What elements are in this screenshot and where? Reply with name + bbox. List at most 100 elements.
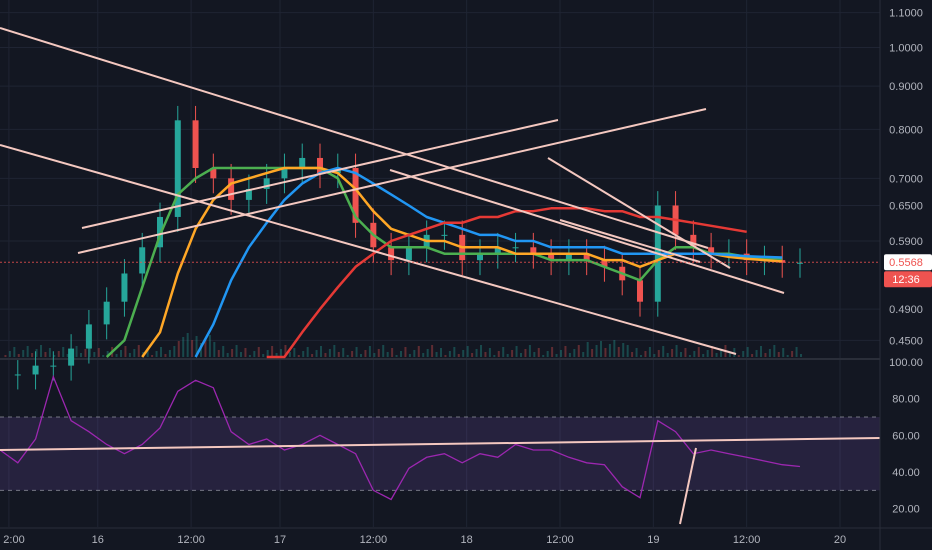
volume-bar xyxy=(97,348,100,357)
volume-bar xyxy=(168,350,171,357)
volume-bar xyxy=(751,354,754,357)
volume-bar xyxy=(160,347,162,357)
volume-bar xyxy=(440,348,442,357)
rsi-tick-label: 100.00 xyxy=(889,357,923,369)
volume-bar xyxy=(320,346,322,357)
volume-bar xyxy=(328,349,331,357)
volume-bar xyxy=(395,355,398,357)
volume-bar xyxy=(360,354,362,357)
trendlines[interactable] xyxy=(0,27,880,355)
volume-bar xyxy=(40,345,42,357)
price-tick-label: 0.8000 xyxy=(889,124,923,136)
volume-bar xyxy=(555,354,558,357)
volume-bar xyxy=(106,351,109,357)
volume-bar xyxy=(120,350,122,357)
countdown-value: 12:36 xyxy=(892,274,920,286)
volume-bar xyxy=(764,353,767,357)
candle-body xyxy=(779,260,786,263)
volume-bar xyxy=(80,353,82,357)
candle-body xyxy=(548,253,555,261)
trendline xyxy=(77,108,707,254)
trendline xyxy=(389,169,785,294)
candle-body xyxy=(530,247,537,254)
volume-bar xyxy=(240,352,242,357)
volume-bar xyxy=(671,349,674,357)
volume-bar xyxy=(746,347,749,357)
volume-bar xyxy=(22,350,25,357)
candle-body xyxy=(32,365,39,375)
volume-bar xyxy=(257,347,260,357)
candle-body xyxy=(210,168,217,179)
volume-bar xyxy=(688,355,691,357)
volume-bar xyxy=(577,345,580,357)
volume-bar xyxy=(760,346,762,357)
volume-bar xyxy=(600,341,602,357)
volume-bar xyxy=(137,345,140,357)
volume-bar xyxy=(542,355,545,357)
volume-bar xyxy=(520,353,522,357)
candle-body xyxy=(388,247,395,261)
volume-bar xyxy=(466,346,469,357)
volume-bar xyxy=(706,350,709,357)
volume-bar xyxy=(177,341,180,357)
volume-bar xyxy=(511,350,514,357)
volume-bar xyxy=(386,352,389,357)
last-price-value: 0.5568 xyxy=(889,257,923,269)
time-tick-label: 2:00 xyxy=(3,534,24,546)
volume-bar xyxy=(66,354,69,357)
volume-bar xyxy=(297,355,300,357)
volume-bar xyxy=(715,353,718,357)
volume-bar xyxy=(524,349,527,357)
volume-bar xyxy=(351,351,354,357)
candle-body xyxy=(85,324,92,349)
volume-bar xyxy=(57,351,60,357)
volume-bar xyxy=(84,349,87,357)
volume-bar xyxy=(546,351,549,357)
volume-bar xyxy=(235,345,238,357)
volume-bar xyxy=(191,340,194,357)
volume-bar xyxy=(773,345,776,357)
candle-body xyxy=(174,120,181,217)
volume-bar xyxy=(720,349,722,357)
volume-bar xyxy=(711,346,714,357)
candle-body xyxy=(263,178,270,189)
time-axis[interactable]: 2:00 16 12:00 17 12:00 18 12:00 19 12:00 20 xyxy=(0,527,932,546)
volume-bar xyxy=(337,352,340,357)
volume-bar xyxy=(244,348,247,357)
time-tick-label: 16 xyxy=(92,534,104,546)
volume-bar xyxy=(644,351,647,357)
volume-bar xyxy=(591,349,594,357)
volume-bar xyxy=(182,337,185,357)
volume-bar xyxy=(595,345,598,357)
volume-bar xyxy=(640,355,642,357)
volume-bar xyxy=(275,353,278,357)
volume-bar xyxy=(200,343,202,357)
candle-body xyxy=(477,253,483,261)
candle-body xyxy=(494,247,501,254)
candle-body xyxy=(228,178,235,200)
volume-bar xyxy=(568,353,571,357)
volume-bar xyxy=(697,347,700,357)
trendline xyxy=(81,119,559,229)
volume-bar xyxy=(631,352,634,357)
volume-bar xyxy=(480,345,482,357)
candle-body xyxy=(583,253,590,261)
volume-bar xyxy=(146,348,149,357)
candle-body xyxy=(121,273,128,302)
volume-bar xyxy=(44,352,47,357)
rsi-pane xyxy=(0,374,881,525)
time-tick-label: 17 xyxy=(274,534,286,546)
volume-bar xyxy=(293,348,296,357)
volume-bar xyxy=(488,348,491,357)
volume-bar xyxy=(564,346,567,357)
time-tick-label: 12:00 xyxy=(360,534,388,546)
volume-bar xyxy=(17,354,20,357)
time-tick-label: 19 xyxy=(647,534,659,546)
volume-bar xyxy=(271,346,274,357)
volume-bar xyxy=(431,345,434,357)
volume-bar xyxy=(93,352,96,357)
volume-bar xyxy=(391,348,394,357)
volume-bar xyxy=(800,354,802,357)
volume-bar xyxy=(302,351,305,357)
